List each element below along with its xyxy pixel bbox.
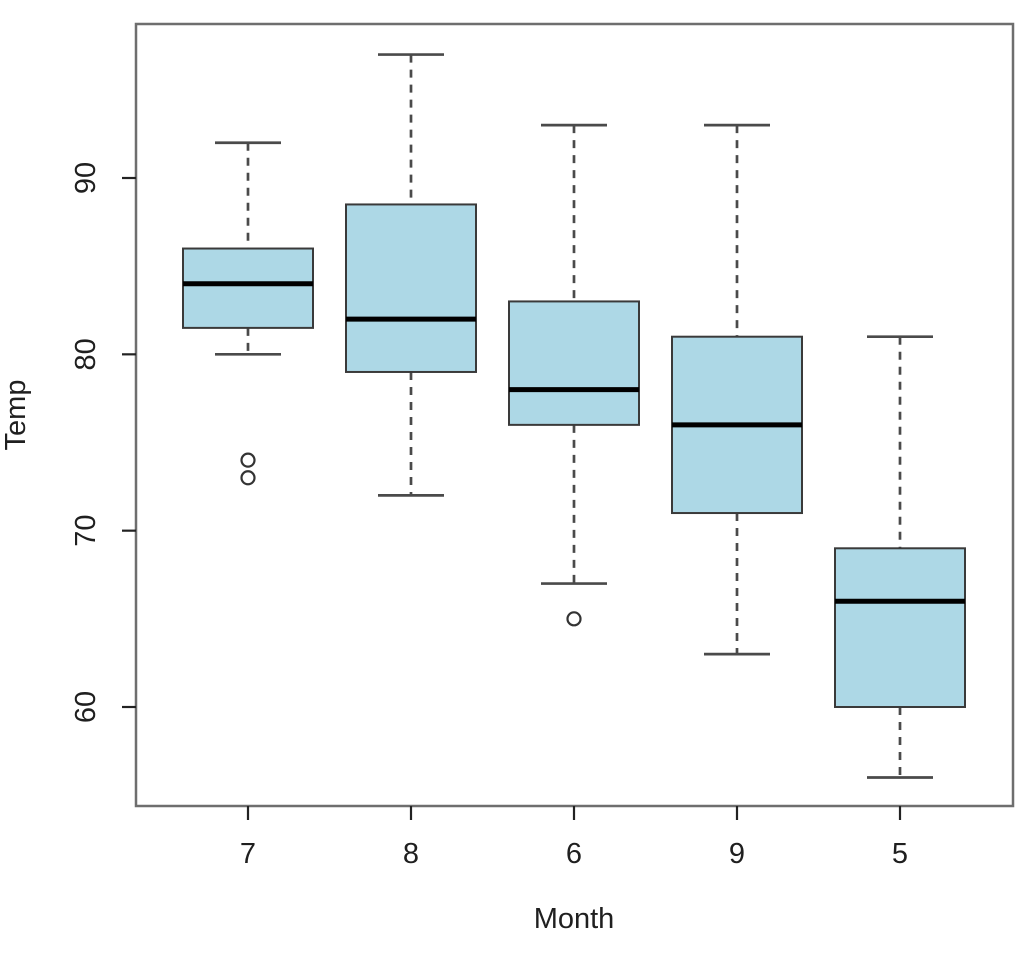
outlier-month-7-74 (240, 452, 256, 468)
box-month-7 (182, 247, 314, 329)
outlier-month-7-73 (240, 470, 256, 486)
x-tick-label-6: 6 (566, 838, 582, 870)
x-tick-label-8: 8 (403, 838, 419, 870)
outlier-layer (240, 452, 582, 627)
x-tick-label-9: 9 (729, 838, 745, 870)
y-tick-label-80: 80 (70, 338, 102, 370)
y-tick-label-60: 60 (70, 691, 102, 723)
x-tick-label-5: 5 (892, 838, 908, 870)
y-tick-label-90: 90 (70, 162, 102, 194)
box-month-5 (834, 547, 966, 708)
x-axis-title: Month (534, 903, 615, 935)
whisker-layer (215, 53, 933, 779)
x-tick-label-7: 7 (240, 838, 256, 870)
y-tick-label-70: 70 (70, 515, 102, 547)
box-layer (182, 203, 966, 708)
box-month-8 (345, 203, 477, 373)
outlier-month-6-65 (566, 611, 582, 627)
y-axis-title: Temp (0, 380, 32, 451)
box-month-6 (508, 300, 640, 426)
axis-layer: 60 70 80 90 7 8 6 9 5 (70, 162, 908, 870)
